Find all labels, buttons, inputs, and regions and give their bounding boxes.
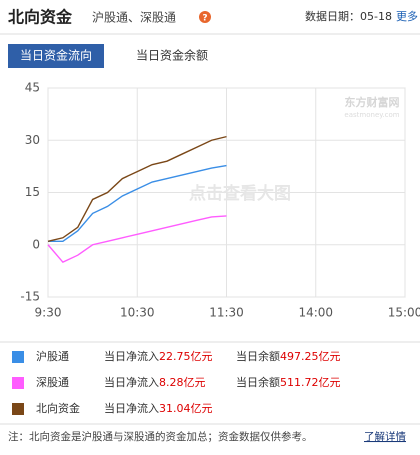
y-tick-label: 30 [25,133,40,147]
y-tick-label: -15 [20,290,40,304]
help-icon[interactable] [199,11,211,23]
series-line [47,215,227,264]
inflow-label: 当日净流入 [104,349,159,363]
watermark: eastmoney.com [344,111,399,119]
subtitle: 沪股通、深股通 [92,11,176,25]
series-line [47,135,227,242]
x-tick-label: 10:30 [120,306,155,320]
balance-value: 511.72亿元 [280,376,341,389]
inflow-value: 31.04亿元 [159,402,213,415]
legend-label: 北向资金 [36,401,80,415]
x-tick-label: 9:30 [35,306,62,320]
balance-label: 当日余额 [236,375,280,389]
balance-label: 当日余额 [236,349,280,363]
tab-active[interactable] [8,44,104,68]
legend-swatch [12,351,24,363]
tab-label[interactable]: 当日资金余额 [136,48,208,63]
balance-value: 497.25亿元 [280,350,341,363]
watermark: 东方财富网 [345,95,400,109]
series-line [48,164,227,242]
legend-swatch [12,403,24,415]
legend-label: 沪股通 [36,349,69,363]
legend-swatch [12,377,24,389]
legend-label: 深股通 [36,376,69,389]
note-link[interactable]: 了解详情 [364,430,406,443]
inflow-value: 8.28亿元 [159,376,206,389]
inflow-label: 当日净流入 [104,375,159,389]
y-tick-label: 45 [25,81,40,95]
inflow-value: 22.75亿元 [159,350,213,363]
x-tick-label: 11:30 [209,306,244,320]
note: 注：北向资金是沪股通与深股通的资金加总；资金数据仅供参考。 [8,430,313,443]
overlay-hint: 点击查看大图 [189,183,291,204]
y-tick-label: 0 [32,237,40,251]
x-tick-label: 15:00 [388,306,420,320]
more-link[interactable]: 更多 [396,9,418,23]
tab-label[interactable]: 当日资金流向 [20,48,92,63]
title: 北向资金 [8,8,73,27]
help-mark[interactable]: ? [202,14,207,24]
inflow-label: 当日净流入 [104,401,159,415]
data-date: 数据日期：05-18 [305,9,392,23]
y-tick-label: 15 [25,185,40,199]
x-tick-label: 14:00 [298,306,333,320]
